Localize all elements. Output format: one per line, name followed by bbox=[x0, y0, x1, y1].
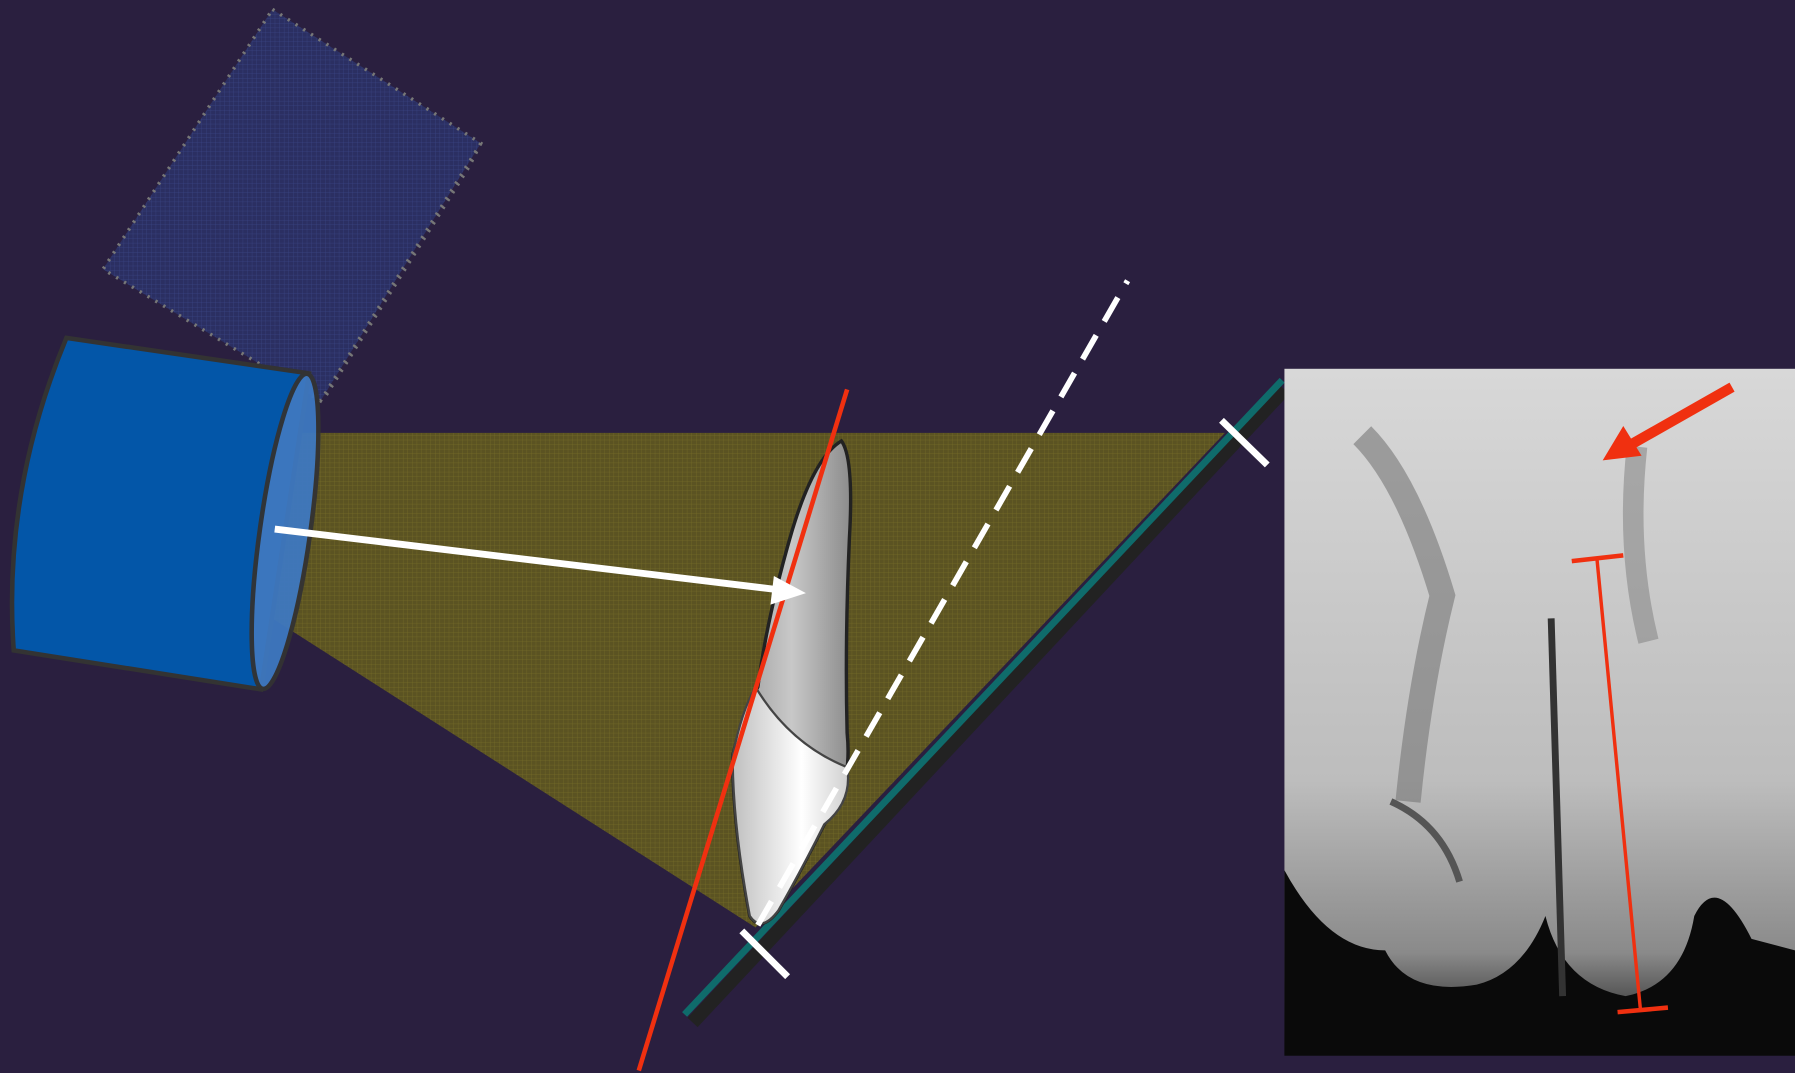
bone-shade bbox=[1353, 426, 1456, 803]
bone-shade bbox=[1622, 445, 1659, 644]
tooth-edge bbox=[1389, 798, 1463, 883]
tooth-gap bbox=[1547, 618, 1567, 997]
tooth-axis bbox=[636, 388, 850, 1072]
measure-cap bbox=[1571, 553, 1624, 564]
pointer-arrow bbox=[1628, 382, 1735, 449]
ghost-cone bbox=[100, 6, 484, 404]
measure-line bbox=[1595, 558, 1643, 1011]
central-ray-head bbox=[770, 575, 806, 605]
pointer-arrow-head bbox=[1602, 426, 1642, 461]
film-tick bbox=[1219, 417, 1270, 468]
film-tick bbox=[739, 928, 791, 980]
tube-body bbox=[9, 335, 312, 692]
measure-cap bbox=[1617, 1005, 1669, 1015]
radiograph bbox=[1284, 368, 1795, 1056]
bisector bbox=[755, 279, 1131, 927]
central-ray bbox=[274, 525, 779, 594]
film bbox=[682, 377, 1285, 1017]
film-shadow bbox=[687, 384, 1290, 1028]
